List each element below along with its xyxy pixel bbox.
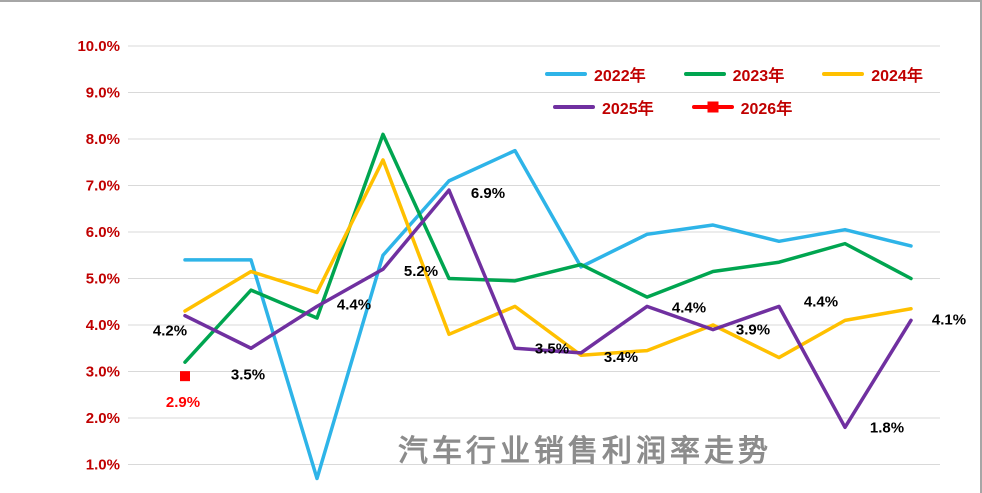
legend-label-2023: 2023年 xyxy=(732,67,785,85)
y-axis-tick-label: 8.0% xyxy=(86,131,120,148)
legend-item-2024: 2024年 xyxy=(822,62,923,86)
chart-title: 汽车行业销售利润率走势 xyxy=(398,435,772,468)
point-label: 4.4% xyxy=(337,296,371,313)
legend-item-2022: 2022年 xyxy=(545,62,646,86)
point-label: 3.5% xyxy=(231,366,265,383)
legend-label-2022: 2022年 xyxy=(594,67,646,85)
series-line-2023年 xyxy=(183,132,913,364)
y-axis-tick-label: 2.0% xyxy=(86,410,120,427)
y-axis-tick-label: 4.0% xyxy=(86,317,120,334)
legend-row-2: 2025年 2026年 xyxy=(553,91,923,122)
legend-line-swatch-2022 xyxy=(545,71,587,76)
series-marker-2026年 xyxy=(180,371,190,382)
legend-item-2025: 2025年 xyxy=(553,95,654,119)
y-axis-tick-label: 5.0% xyxy=(86,271,120,288)
legend-label-2026: 2026年 xyxy=(740,100,793,118)
point-label: 4.2% xyxy=(153,323,187,340)
series-line-2025年 xyxy=(183,188,913,430)
point-label: 3.5% xyxy=(535,340,569,357)
point-label: 5.2% xyxy=(404,263,438,280)
y-axis-tick-label: 3.0% xyxy=(86,364,120,381)
square-marker-icon xyxy=(707,101,719,112)
y-axis-tick-label: 10.0% xyxy=(77,38,120,55)
point-label: 3.4% xyxy=(604,349,638,366)
legend-item-2026: 2026年 xyxy=(691,95,793,119)
series-line-2022年 xyxy=(183,148,913,481)
point-label: 2.9% xyxy=(166,394,200,411)
legend-row-1: 2022年 2023年 2024年 xyxy=(545,58,923,89)
point-label: 3.9% xyxy=(736,322,770,339)
y-axis-tick-label: 1.0% xyxy=(86,457,120,474)
point-label: 1.8% xyxy=(870,419,904,436)
legend-label-2024: 2024年 xyxy=(871,67,923,85)
legend-line-swatch-2025 xyxy=(553,104,595,109)
legend-line-swatch-2023 xyxy=(683,71,726,76)
y-axis-tick-label: 9.0% xyxy=(86,85,120,102)
point-label: 4.1% xyxy=(932,311,966,328)
point-label: 6.9% xyxy=(471,185,505,202)
y-axis-tick-label: 6.0% xyxy=(86,224,120,241)
series-line-2024年 xyxy=(183,158,913,360)
point-label: 4.4% xyxy=(672,299,706,316)
legend-label-2025: 2025年 xyxy=(602,100,654,118)
legend-line-marker-swatch-2026 xyxy=(691,101,734,112)
y-axis-tick-label: 7.0% xyxy=(86,178,120,195)
legend-line-swatch-2024 xyxy=(822,71,865,76)
legend-item-2023: 2023年 xyxy=(683,62,785,86)
chart-legend: 2022年 2023年 2024年 2025年 2026年 xyxy=(545,58,923,122)
point-label: 4.4% xyxy=(804,293,838,310)
